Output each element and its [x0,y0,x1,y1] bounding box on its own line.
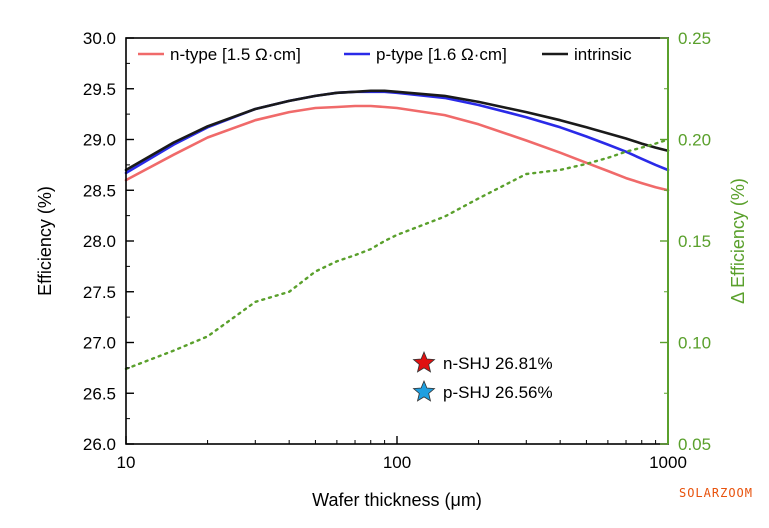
y-tick-label: 29.0 [83,131,116,150]
y-tick-label: 29.5 [83,80,116,99]
y-tick-label: 27.0 [83,334,116,353]
series-line-3 [124,138,670,371]
star-marker-icon [412,350,436,373]
series-line-2 [124,89,670,172]
y2-tick-label: 0.25 [678,29,711,48]
y-tick-label: 26.0 [83,435,116,454]
watermark-logo: SOLARZOOM [678,486,753,500]
series-line-0 [124,104,670,192]
y2-axis-label: Δ Efficiency (%) [728,178,748,304]
star-marker-icon [412,379,436,402]
legend-label: n-type [1.5 Ω·cm] [170,45,301,64]
annotation-label: p-SHJ 26.56% [443,383,553,402]
x-tick-label: 100 [383,453,411,472]
y-axis-label: Efficiency (%) [35,186,55,296]
y2-tick-label: 0.05 [678,435,711,454]
y2-tick-label: 0.20 [678,131,711,150]
y-tick-label: 30.0 [83,29,116,48]
legend-label: intrinsic [574,45,632,64]
x-axis-label: Wafer thickness (μm) [312,490,482,510]
legend-label: p-type [1.6 Ω·cm] [376,45,507,64]
y-tick-label: 27.5 [83,283,116,302]
y2-tick-label: 0.10 [678,334,711,353]
annotation-label: n-SHJ 26.81% [443,354,553,373]
y2-tick-label: 0.15 [678,232,711,251]
x-tick-label: 10 [117,453,136,472]
y-tick-label: 26.5 [83,384,116,403]
y-tick-label: 28.0 [83,232,116,251]
x-tick-label: 1000 [649,453,687,472]
series-line-1 [124,90,670,175]
y-tick-label: 28.5 [83,181,116,200]
plot-frame [125,37,669,445]
